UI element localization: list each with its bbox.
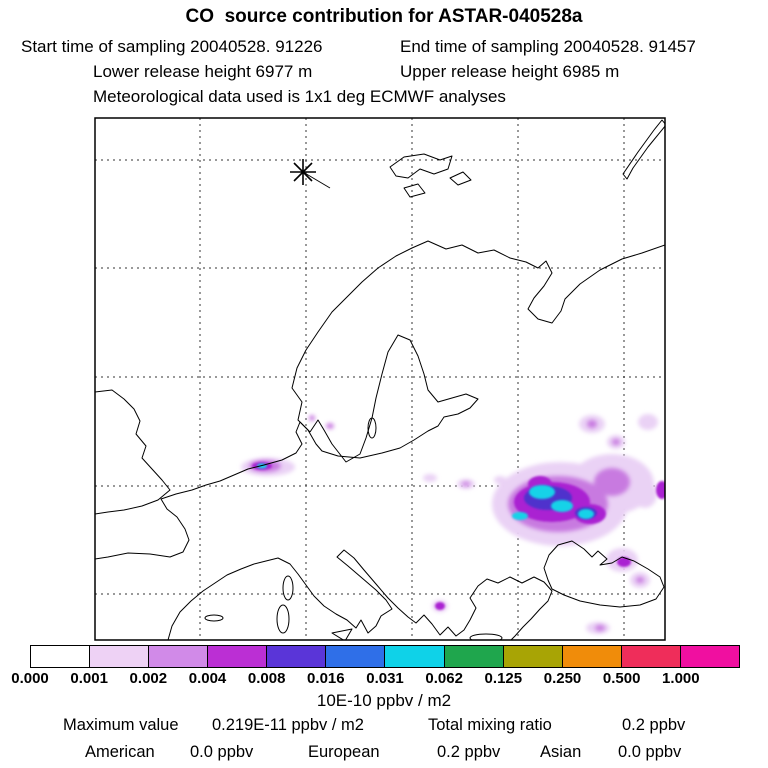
european-value: 0.2 ppbv [437, 743, 501, 761]
colorbar-tick-label: 0.250 [543, 670, 582, 687]
colorbar-segment [561, 646, 621, 667]
colorbar-segment [502, 646, 562, 667]
graticule [95, 118, 665, 640]
colorbar-tick-label: 0.125 [484, 670, 523, 687]
european-label: European [308, 743, 380, 761]
colorbar-tick-label: 0.008 [247, 670, 286, 687]
colorbar [30, 645, 740, 668]
maximum-value: 0.219E-11 ppbv / m2 [212, 716, 364, 734]
start-time-text: Start time of sampling 20040528. 91226 [21, 37, 323, 56]
american-value: 0.0 ppbv [190, 743, 254, 761]
colorbar-tick-label: 0.016 [307, 670, 345, 687]
colorbar-segment [679, 646, 739, 667]
colorbar-segment [89, 646, 149, 667]
maximum-label: Maximum value [63, 716, 179, 734]
colorbar-ticks: 0.000 0.001 0.002 0.004 0.008 0.016 0.031 0.062… [11, 670, 740, 688]
release-marker-asterisk-icon [290, 159, 331, 189]
coastlines [95, 119, 665, 640]
concentration-hotspots [241, 414, 665, 634]
colorbar-segment [148, 646, 208, 667]
total-mixing-ratio-label: Total mixing ratio [428, 716, 552, 734]
colorbar-segment [620, 646, 680, 667]
colorbar-tick-label: 0.500 [602, 670, 641, 687]
colorbar-segment [266, 646, 326, 667]
asian-label: Asian [540, 743, 582, 761]
colorbar-tick-label: 0.002 [129, 670, 168, 687]
colorbar-segment [207, 646, 267, 667]
total-mixing-ratio-value: 0.2 ppbv [622, 716, 686, 734]
colorbar-tick-label: 0.031 [366, 670, 404, 687]
page-title: CO source contribution for ASTAR-040528a [185, 6, 583, 27]
colorbar-segment [384, 646, 444, 667]
upper-release-text: Upper release height 6985 m [400, 62, 620, 81]
map-border [94, 117, 666, 641]
colorbar-segment [325, 646, 385, 667]
colorbar-segment [31, 646, 90, 667]
colorbar-tick-label: 1.000 [662, 670, 700, 687]
american-label: American [85, 743, 155, 761]
met-data-text: Meteorological data used is 1x1 deg ECMW… [93, 87, 506, 106]
colorbar-tick-label: 0.004 [188, 670, 227, 687]
lower-release-text: Lower release height 6977 m [93, 62, 313, 81]
colorbar-tick-label: 0.001 [70, 670, 108, 687]
europe-footprint-map [94, 117, 666, 641]
colorbar-tick-label: 0.062 [425, 670, 463, 687]
asian-value: 0.0 ppbv [618, 743, 682, 761]
colorbar-tick-label: 0.000 [11, 670, 49, 687]
end-time-text: End time of sampling 20040528. 91457 [400, 37, 696, 56]
colorbar-units-label: 10E-10 ppbv / m2 [316, 691, 452, 710]
colorbar-segment [443, 646, 503, 667]
